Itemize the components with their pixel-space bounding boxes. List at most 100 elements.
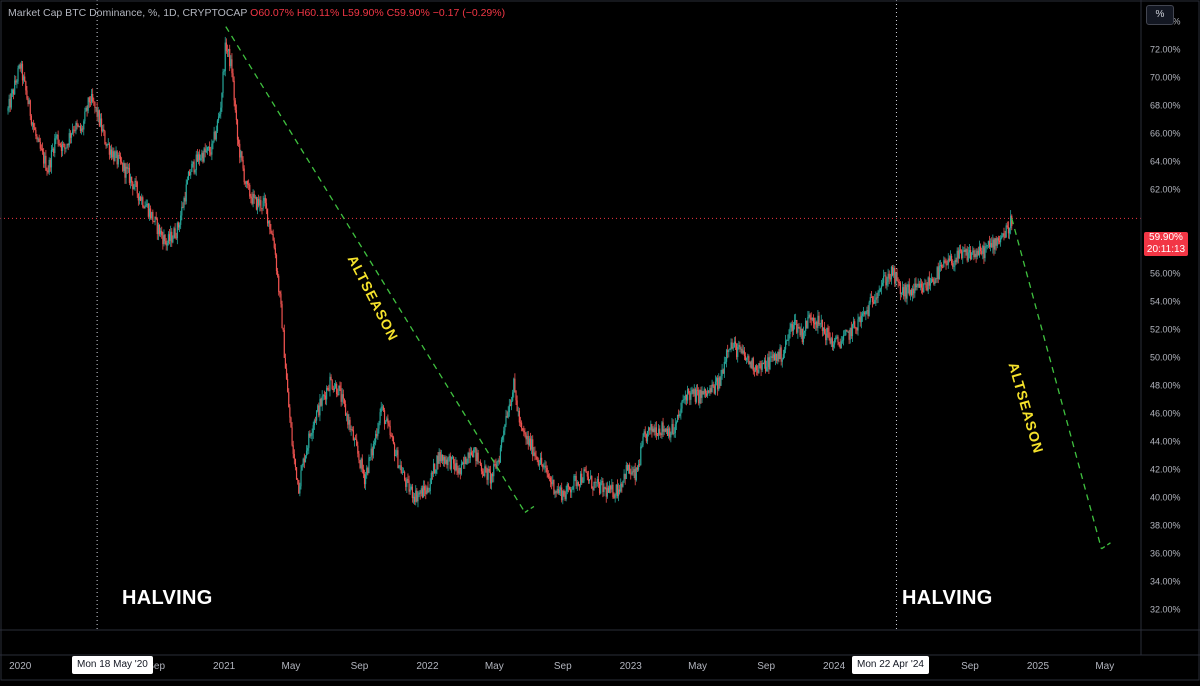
candle-body (137, 193, 139, 201)
candle-body (954, 259, 956, 266)
candle-body (603, 487, 605, 492)
candle-body (753, 370, 756, 372)
candle-body (828, 332, 830, 339)
candle-body (95, 107, 97, 109)
candle-body (888, 273, 890, 279)
candle-body (131, 176, 133, 182)
candle-body (614, 494, 616, 498)
candle-body (442, 456, 445, 461)
candle-body (186, 180, 188, 185)
candle-body (617, 489, 620, 497)
candle-body (680, 408, 682, 414)
candle-body (447, 457, 449, 466)
candle-body (859, 317, 861, 323)
candle-body (546, 467, 548, 475)
candle-body (640, 446, 642, 465)
candle-body (33, 123, 35, 128)
candle-body (293, 453, 295, 459)
x-tick-label: Sep (147, 661, 165, 672)
candle-body (922, 287, 924, 293)
candle-body (119, 155, 122, 162)
candle-body (854, 321, 856, 328)
candle-body (160, 230, 162, 235)
candle-body (897, 280, 899, 283)
candle-body (577, 482, 579, 485)
candle-body (946, 264, 948, 266)
candle-body (944, 260, 946, 262)
candle-body (351, 429, 353, 431)
candle-body (329, 376, 331, 391)
candle-body (422, 486, 425, 498)
candle-body (1007, 227, 1010, 234)
candle-body (991, 243, 993, 248)
ohlc-open: O60.07% (250, 7, 294, 19)
candle-body (27, 98, 29, 105)
candle-body (417, 495, 419, 502)
candle-body (1008, 228, 1011, 234)
candle-body (920, 283, 923, 288)
candle-body (539, 457, 542, 465)
candle-body (356, 439, 358, 446)
candle-body (730, 342, 732, 350)
candle-body (734, 341, 737, 344)
candle-body (943, 260, 945, 268)
candle-body (956, 250, 958, 263)
candle-body (211, 143, 213, 155)
candle-body (740, 348, 742, 350)
candle-body (36, 135, 38, 140)
candle-body (856, 327, 858, 331)
candle-body (295, 467, 298, 480)
candle-body (77, 125, 79, 127)
candle-body (655, 427, 657, 436)
candle-body (965, 249, 967, 253)
candle-body (562, 490, 564, 501)
candle-body (762, 363, 764, 364)
candle-body (631, 471, 633, 475)
candle-body (141, 197, 143, 201)
candle-body (43, 151, 45, 164)
candle-body (694, 389, 696, 402)
candle-body (424, 486, 426, 491)
candle-body (294, 458, 297, 468)
candle-body (883, 275, 885, 283)
candle-body (290, 417, 292, 428)
candle-body (797, 326, 799, 333)
candle-body (715, 378, 718, 382)
candle-body (393, 443, 396, 457)
candle-body (17, 68, 19, 82)
candle-body (651, 424, 653, 432)
candle-body (478, 461, 480, 463)
candle-body (233, 80, 235, 101)
candle-body (987, 241, 989, 246)
candle-body (846, 329, 848, 332)
candle-body (385, 421, 387, 425)
candle-body (354, 438, 357, 440)
candle-body (835, 337, 837, 340)
candle-body (937, 267, 939, 280)
candle-body (473, 449, 475, 458)
candle-body (523, 430, 525, 433)
candle-body (727, 350, 729, 353)
candle-body (1000, 238, 1002, 243)
candle-body (337, 394, 339, 396)
candle-body (308, 433, 310, 448)
candle-body (914, 283, 916, 294)
candle-body (764, 360, 767, 372)
candle-body (360, 458, 362, 468)
candle-body (849, 327, 851, 340)
candle-body (760, 365, 762, 370)
candle-body (575, 476, 577, 487)
candle-body (896, 272, 898, 281)
candle-body (536, 456, 538, 461)
percent-scale-button[interactable]: % (1146, 5, 1174, 25)
candle-body (952, 263, 954, 267)
candle-body (692, 389, 694, 394)
candle-body (557, 488, 559, 494)
candle-body (205, 150, 207, 153)
candle-body (809, 314, 811, 318)
candle-body (161, 230, 163, 236)
candle-body (815, 321, 817, 325)
candle-body (366, 467, 368, 475)
